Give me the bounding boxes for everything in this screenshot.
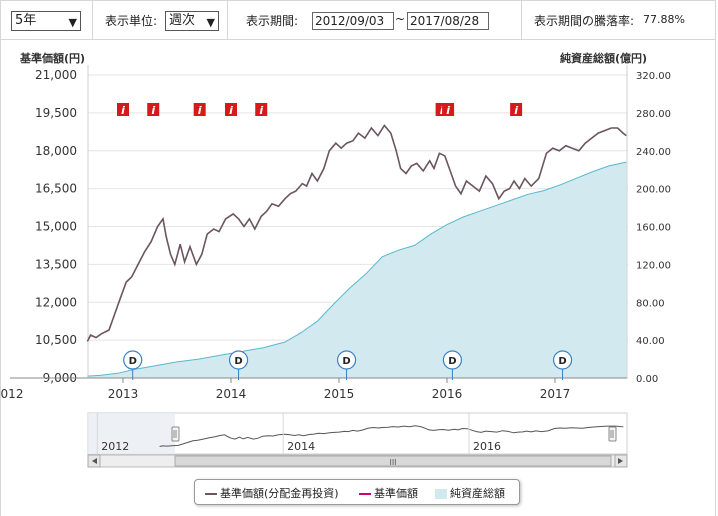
navigator-year-label: 2014 [287,440,315,453]
info-marker-icon [255,103,268,116]
left-tick-label: 16,500 [35,182,77,196]
x-tick-label: 2014 [216,387,247,401]
legend: 基準価額(分配金再投資) 基準価額 純資産総額 [194,479,520,505]
x-tick-label: 2013 [108,387,139,401]
info-marker-icon [510,103,523,116]
right-tick-label: 160.00 [636,223,671,234]
scroll-left-arrow-icon[interactable] [92,458,97,464]
navigator-line [159,425,624,447]
right-tick-label: 320.00 [636,71,671,82]
legend-item-reinvest[interactable]: 基準価額(分配金再投資) [205,485,339,501]
info-marker-text: i [151,104,155,117]
unit-label: 表示単位: [105,14,158,28]
left-tick-label: 13,500 [35,257,77,271]
dividend-marker-icon [123,350,143,370]
right-tick-label: 80.00 [636,298,665,309]
dividend-marker-text: D [558,356,566,367]
dividend-marker-icon [228,350,249,370]
right-tick-label: 240.00 [636,147,671,158]
right-axis-label: 純資産総額(億円) [560,51,647,65]
x-tick-label: 2016 [432,387,463,401]
series-line-reinvest [86,124,627,342]
change-value: 77.88% [643,13,685,26]
left-tick-label: 15,000 [35,220,77,234]
change-label: 表示期間の騰落率: [534,14,635,28]
info-marker-text: i [121,104,125,117]
chevron-down-icon: ▼ [206,16,215,29]
range-separator: ~ [395,12,406,26]
series-line-net-assets [87,161,627,377]
unit-select[interactable]: 週次 ▼ [165,11,219,31]
dividend-marker-icon [442,350,462,370]
left-axis-label: 基準価額(円) [19,51,85,65]
navigator-year-label: 2012 [101,440,129,453]
chart-frame [0,39,716,516]
left-tick-label: 19,500 [35,106,77,120]
info-marker-icon [193,103,206,116]
navigator: 2012 2014 2016 III [87,412,628,468]
legend-item-nav[interactable]: 基準価額 [359,485,418,501]
legend-label-nav: 基準価額 [374,487,418,500]
series-area-net-assets [87,162,627,378]
range-label: 表示期間: [246,14,299,28]
info-marker-text: i [198,104,202,117]
scrollbar-grip[interactable]: III [389,458,396,467]
right-tick-label: 280.00 [636,109,671,120]
info-marker-icon [117,103,129,116]
x-tick-label: 2015 [324,387,355,401]
dividend-marker-text: D [448,356,456,367]
dividend-marker-text: D [129,356,137,367]
unit-select-value: 週次 [169,13,196,28]
period-select-value: 5年 [15,13,37,28]
legend-swatch-nav [359,493,371,495]
info-marker-text: i [259,104,263,117]
legend-label-assets: 純資産総額 [450,487,505,500]
scroll-right-arrow-icon[interactable] [618,458,623,464]
x-tick-label: 012 [1,387,24,401]
info-marker-text: i [229,104,233,117]
right-tick-label: 200.00 [636,185,671,196]
range-cell: 表示期間: 2012/09/03 ~ 2017/08/28 [228,1,522,39]
info-marker-text: i [514,104,518,117]
right-tick-label: 40.00 [636,336,665,347]
navigator-year-label: 2016 [473,440,501,453]
date-to-input[interactable]: 2017/08/28 [407,12,489,30]
legend-swatch-reinvest [205,493,217,495]
left-tick-label: 18,000 [35,144,77,158]
x-tick-label: 2017 [540,387,571,401]
right-tick-label: 120.00 [636,260,671,271]
unit-cell: 表示単位: 週次 ▼ [93,1,228,39]
dividend-marker-text: D [234,356,242,367]
info-marker-icon [442,103,455,116]
info-marker-text: i [440,104,444,117]
change-cell: 表示期間の騰落率: 77.88% [522,1,715,39]
left-tick-label: 12,000 [35,295,77,309]
info-marker-icon [147,103,160,116]
info-marker-icon [225,103,237,116]
dividend-marker-icon [552,350,573,370]
period-cell: 5年 ▼ [1,1,93,39]
left-tick-label: 21,000 [35,68,77,82]
period-select[interactable]: 5年 ▼ [11,11,81,31]
legend-swatch-assets [435,489,447,499]
scrollbar-thumb[interactable] [174,455,612,467]
info-marker-text: i [446,104,450,117]
legend-item-assets[interactable]: 純資産総額 [435,485,505,501]
left-tick-label: 10,500 [35,333,77,347]
chart-markers: i i i i i i i iD D D D D [117,103,573,380]
chart-series [86,124,627,378]
date-from-input[interactable]: 2012/09/03 [312,12,394,30]
dividend-marker-icon [336,350,357,370]
toolbar: 5年 ▼ 表示単位: 週次 ▼ 表示期間: 2012/09/03 ~ 2017/… [0,0,716,40]
navigator-mask [88,413,175,454]
chevron-down-icon: ▼ [68,16,77,29]
right-tick-label: 0.00 [636,374,658,385]
legend-label-reinvest: 基準価額(分配金再投資) [220,487,339,500]
dividend-marker-text: D [342,356,350,367]
